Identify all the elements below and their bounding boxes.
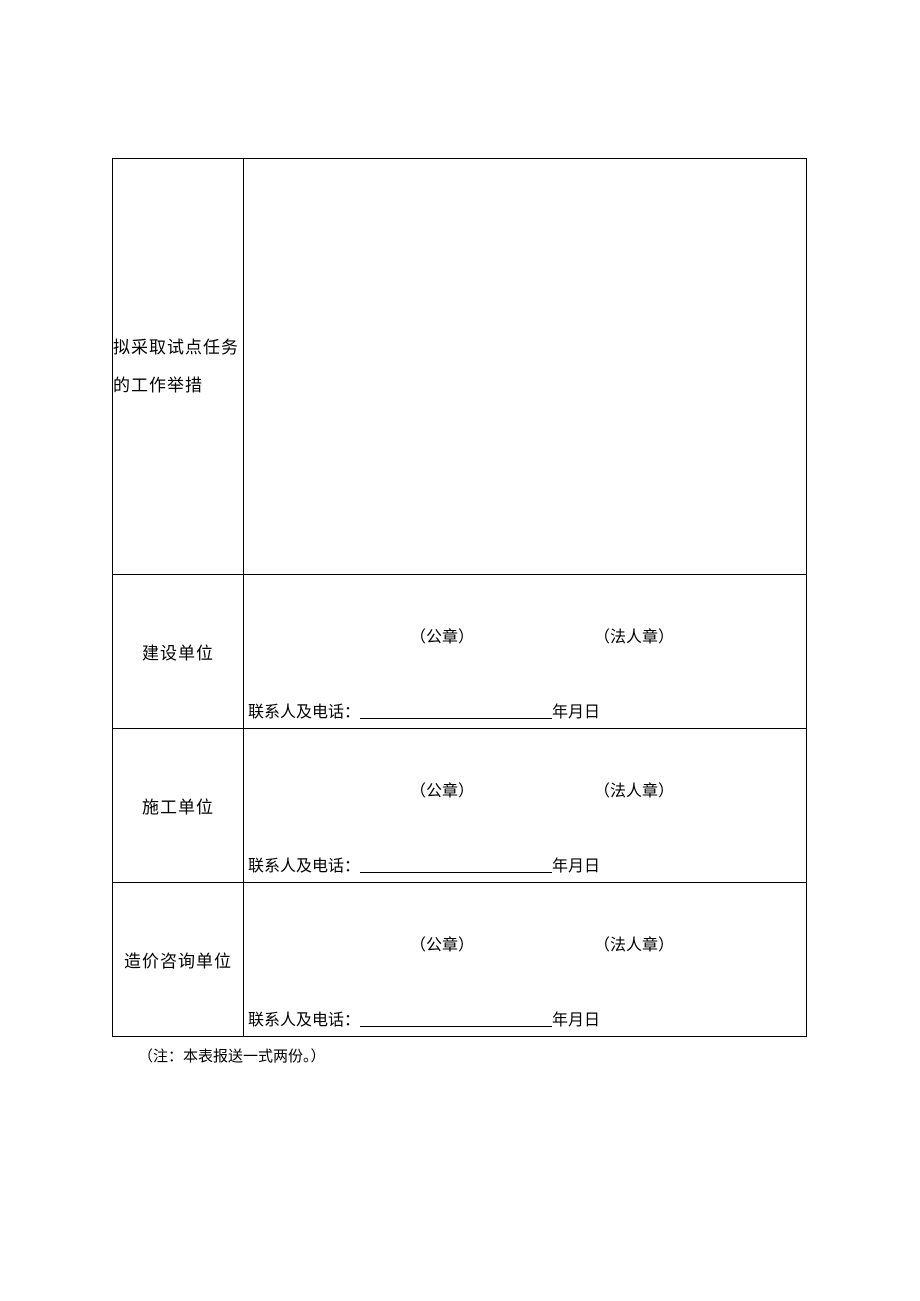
construction-contact-line: 联系人及电话： 年月日 [248, 698, 810, 722]
cost-seal-official: （公章） [410, 931, 474, 955]
measures-label-text: 拟采取试点任务的工作举措 [113, 329, 243, 404]
row-measures: 拟采取试点任务的工作举措 [113, 159, 807, 575]
construction-contact-underline [360, 718, 552, 719]
cost-unit-label-text: 造价咨询单位 [113, 947, 243, 972]
cell-construction-label: 建设单位 [113, 575, 244, 729]
cost-contact-line: 联系人及电话： 年月日 [248, 1006, 810, 1030]
cost-content-area: （公章） （法人章） 联系人及电话： 年月日 [244, 883, 806, 1036]
cost-contact-label: 联系人及电话： [248, 1012, 360, 1029]
cell-measures-label: 拟采取试点任务的工作举措 [113, 159, 244, 575]
builder-unit-label-text: 施工单位 [113, 793, 243, 818]
construction-seal-official: （公章） [410, 623, 474, 647]
builder-seal-official: （公章） [410, 777, 474, 801]
form-note: （注：本表报送一式两份。） [138, 1045, 806, 1066]
cost-seal-line: （公章） （法人章） [244, 931, 806, 955]
builder-contact-underline [360, 872, 552, 873]
cell-construction-content: （公章） （法人章） 联系人及电话： 年月日 [244, 575, 807, 729]
construction-seal-line: （公章） （法人章） [244, 623, 806, 647]
construction-contact-label: 联系人及电话： [248, 704, 360, 721]
construction-date-label: 年月日 [552, 704, 600, 721]
form-table: 拟采取试点任务的工作举措 建设单位 （公章） （法人章） 联系人及电话： 年月日 [112, 158, 807, 1037]
builder-content-area: （公章） （法人章） 联系人及电话： 年月日 [244, 729, 806, 882]
row-construction-unit: 建设单位 （公章） （法人章） 联系人及电话： 年月日 [113, 575, 807, 729]
builder-seal-legal: （法人章） [594, 777, 674, 801]
builder-contact-label: 联系人及电话： [248, 858, 360, 875]
cost-date-label: 年月日 [552, 1012, 600, 1029]
construction-content-area: （公章） （法人章） 联系人及电话： 年月日 [244, 575, 806, 728]
measures-content-area [244, 159, 806, 574]
cell-builder-label: 施工单位 [113, 729, 244, 883]
row-builder-unit: 施工单位 （公章） （法人章） 联系人及电话： 年月日 [113, 729, 807, 883]
builder-seal-line: （公章） （法人章） [244, 777, 806, 801]
cost-contact-underline [360, 1026, 552, 1027]
row-cost-unit: 造价咨询单位 （公章） （法人章） 联系人及电话： 年月日 [113, 883, 807, 1037]
form-container: 拟采取试点任务的工作举措 建设单位 （公章） （法人章） 联系人及电话： 年月日 [112, 158, 806, 1066]
cost-seal-legal: （法人章） [594, 931, 674, 955]
construction-seal-legal: （法人章） [594, 623, 674, 647]
builder-contact-line: 联系人及电话： 年月日 [248, 852, 810, 876]
cell-cost-label: 造价咨询单位 [113, 883, 244, 1037]
cell-builder-content: （公章） （法人章） 联系人及电话： 年月日 [244, 729, 807, 883]
builder-date-label: 年月日 [552, 858, 600, 875]
cell-measures-content [244, 159, 807, 575]
construction-unit-label-text: 建设单位 [113, 639, 243, 664]
cell-cost-content: （公章） （法人章） 联系人及电话： 年月日 [244, 883, 807, 1037]
